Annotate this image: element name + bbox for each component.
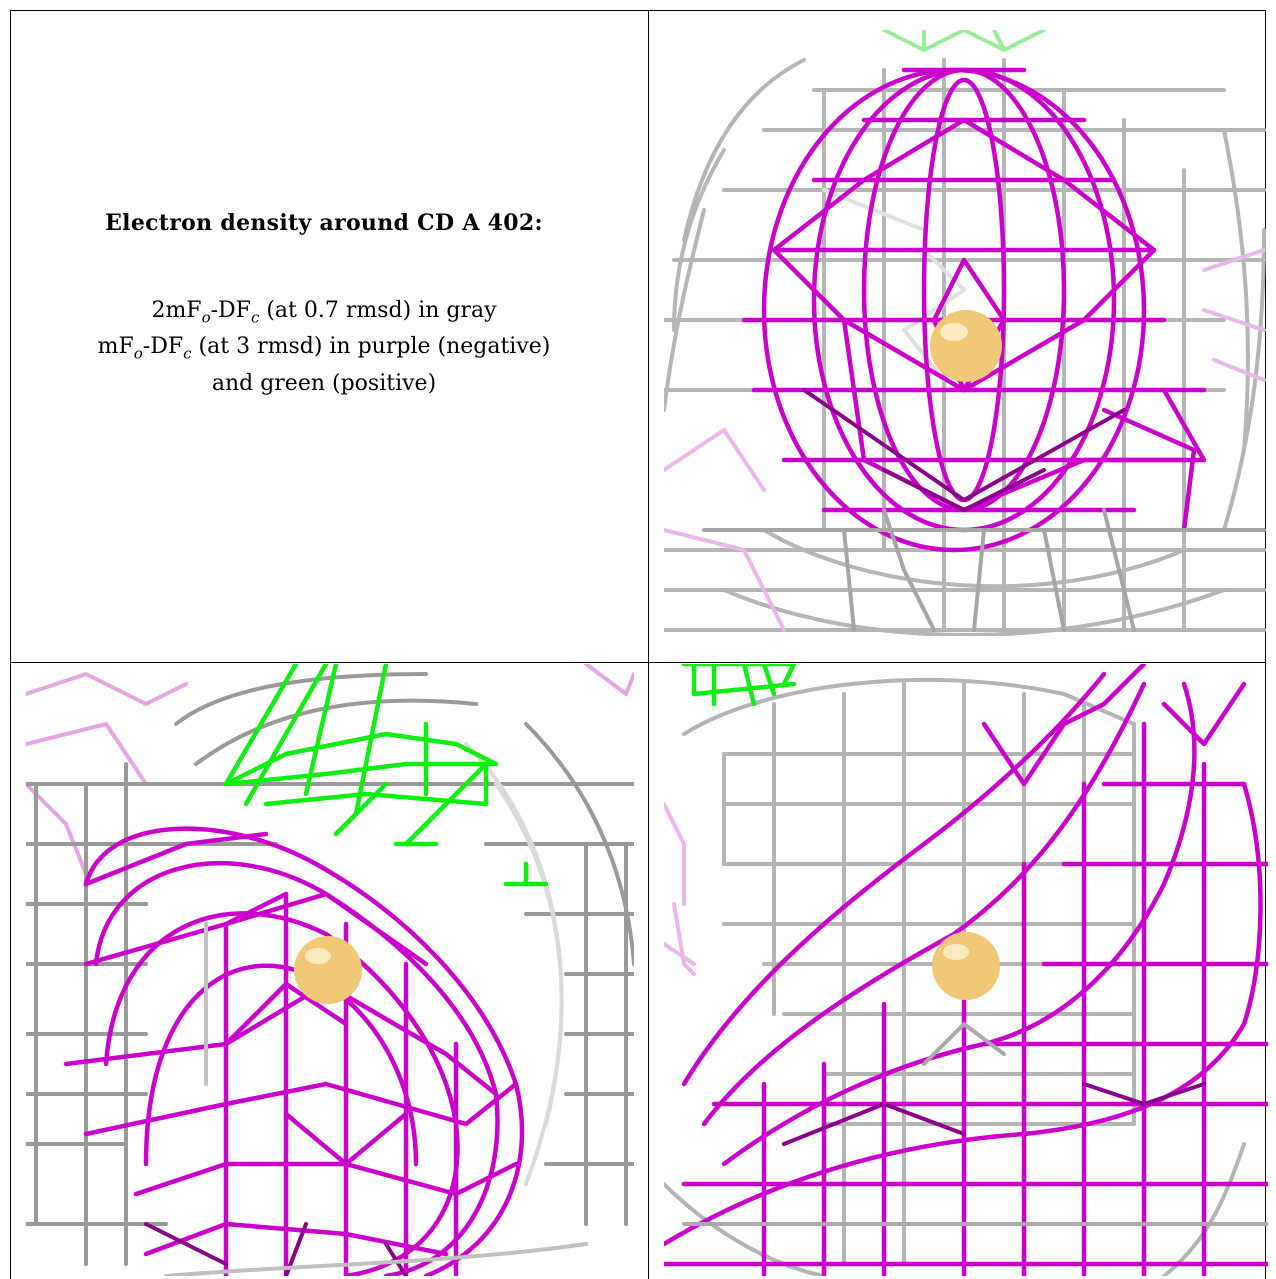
cd-atom-sphere [294, 936, 362, 1004]
atom-highlight [943, 944, 969, 960]
border-top [10, 10, 1266, 11]
legend-colors: and green (positive) [211, 370, 437, 396]
border-middle-vertical [648, 10, 649, 1279]
cd-atom-sphere [932, 932, 1000, 1000]
legend-2fo-fc: 2mFo-DFc (at 0.7 rmsd) in gray [151, 298, 497, 327]
density-mesh-3 [664, 664, 1268, 1276]
border-middle-horizontal [10, 662, 1266, 663]
density-mesh-1 [664, 30, 1266, 636]
cd-atom-sphere [930, 310, 1002, 382]
caption-title: Electron density around CD A 402: [105, 210, 543, 236]
density-view-1 [664, 30, 1268, 636]
legend-fo-fc: mFo-DFc (at 3 rmsd) in purple (negative) [97, 334, 551, 363]
density-view-2 [26, 664, 634, 1276]
atom-highlight [305, 948, 331, 964]
atom-highlight [940, 323, 968, 341]
caption-legend: 2mFo-DFc (at 0.7 rmsd) in gray mFo-DFc (… [98, 296, 551, 398]
border-left [10, 10, 11, 1279]
border-right [1265, 10, 1266, 1279]
density-mesh-2 [26, 664, 634, 1276]
caption-cell: Electron density around CD A 402: 2mFo-D… [14, 10, 634, 630]
density-view-3 [664, 664, 1268, 1276]
